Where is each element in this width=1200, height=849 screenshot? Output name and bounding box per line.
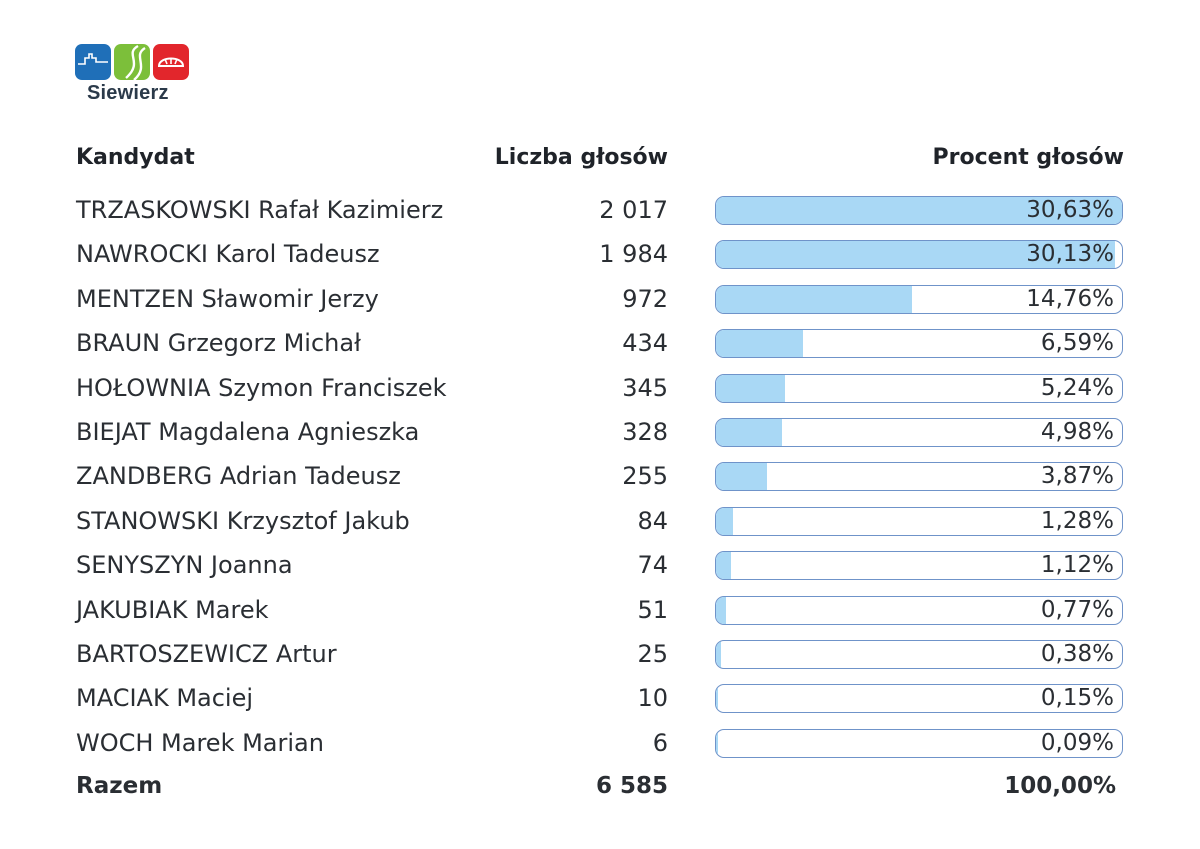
vote-count: 6 bbox=[652, 728, 668, 757]
percent-bar: 4,98% bbox=[715, 418, 1123, 447]
percent-bar: 5,24% bbox=[715, 373, 1123, 403]
percent-label: 4,98% bbox=[1040, 419, 1114, 445]
percent-label: 5,24% bbox=[1040, 374, 1114, 401]
table-row: NAWROCKI Karol Tadeusz 1 984 30,13% bbox=[0, 238, 1200, 282]
vote-count: 84 bbox=[637, 506, 668, 535]
table-row: BRAUN Grzegorz Michał 434 6,59% bbox=[0, 327, 1200, 371]
river-tile-icon bbox=[114, 44, 150, 80]
total-percent: 100,00% bbox=[1004, 773, 1116, 800]
percent-label: 0,38% bbox=[1040, 641, 1114, 667]
percent-bar-fill bbox=[716, 552, 731, 580]
candidate-name: WOCH Marek Marian bbox=[76, 728, 324, 757]
percent-label: 0,77% bbox=[1040, 596, 1114, 623]
percent-bar-fill bbox=[716, 641, 722, 668]
table-row: TRZASKOWSKI Rafał Kazimierz 2 017 30,63% bbox=[0, 194, 1200, 238]
percent-bar: 1,12% bbox=[715, 551, 1123, 581]
percent-label: 30,13% bbox=[1026, 241, 1114, 268]
percent-bar-fill bbox=[716, 463, 768, 491]
percent-label: 1,12% bbox=[1040, 552, 1114, 579]
table-row: BARTOSZEWICZ Artur 25 0,38% bbox=[0, 638, 1200, 682]
header-candidate: Kandydat bbox=[76, 145, 195, 170]
header-votes: Liczba głosów bbox=[494, 145, 668, 170]
percent-label: 0,15% bbox=[1040, 685, 1114, 712]
table-row: ZANDBERG Adrian Tadeusz 255 3,87% bbox=[0, 460, 1200, 504]
candidate-name: BIEJAT Magdalena Agnieszka bbox=[76, 418, 420, 446]
table-row: SENYSZYN Joanna 74 1,12% bbox=[0, 549, 1200, 593]
percent-bar-fill bbox=[716, 241, 1116, 269]
table-row: STANOWSKI Krzysztof Jakub 84 1,28% bbox=[0, 505, 1200, 549]
candidate-name: TRZASKOWSKI Rafał Kazimierz bbox=[76, 196, 444, 224]
candidate-name: MENTZEN Sławomir Jerzy bbox=[76, 284, 379, 313]
vote-count: 1 984 bbox=[599, 240, 668, 269]
percent-bar: 1,28% bbox=[715, 506, 1123, 536]
candidate-name: NAWROCKI Karol Tadeusz bbox=[76, 240, 380, 269]
vote-count: 51 bbox=[637, 595, 668, 624]
candidate-name: JAKUBIAK Marek bbox=[76, 595, 269, 624]
table-row: BIEJAT Magdalena Agnieszka 328 4,98% bbox=[0, 416, 1200, 460]
percent-bar-fill bbox=[716, 197, 1122, 224]
candidate-name: ZANDBERG Adrian Tadeusz bbox=[76, 462, 401, 491]
percent-bar-fill bbox=[716, 285, 912, 313]
percent-bar-fill bbox=[716, 419, 782, 446]
percent-bar-fill bbox=[716, 685, 718, 713]
percent-label: 30,63% bbox=[1026, 197, 1114, 223]
total-label: Razem bbox=[76, 773, 163, 800]
percent-bar: 0,15% bbox=[715, 684, 1123, 714]
total-row: Razem 6 585 100,00% bbox=[0, 771, 1200, 815]
vote-count: 2 017 bbox=[599, 196, 668, 224]
candidate-name: HOŁOWNIA Szymon Franciszek bbox=[76, 373, 447, 402]
vote-count: 328 bbox=[622, 418, 668, 446]
percent-label: 6,59% bbox=[1040, 330, 1114, 357]
percent-bar: 6,59% bbox=[715, 329, 1123, 359]
percent-bar-fill bbox=[716, 330, 804, 358]
percent-bar-fill bbox=[716, 596, 727, 624]
percent-bar: 14,76% bbox=[715, 284, 1123, 314]
candidate-name: STANOWSKI Krzysztof Jakub bbox=[76, 506, 410, 535]
candidate-name: BARTOSZEWICZ Artur bbox=[76, 640, 337, 668]
percent-bar: 0,38% bbox=[715, 640, 1123, 669]
percent-bar: 3,87% bbox=[715, 462, 1123, 492]
total-votes: 6 585 bbox=[595, 773, 668, 800]
percent-label: 0,09% bbox=[1040, 729, 1114, 756]
candidate-name: MACIAK Maciej bbox=[76, 684, 254, 713]
percent-label: 14,76% bbox=[1026, 285, 1114, 312]
vote-count: 255 bbox=[622, 462, 668, 491]
percent-bar-fill bbox=[716, 374, 786, 402]
candidate-name: BRAUN Grzegorz Michał bbox=[76, 329, 361, 358]
brand-name: Siewierz bbox=[87, 82, 169, 104]
table-row: WOCH Marek Marian 6 0,09% bbox=[0, 727, 1200, 771]
table-row: JAKUBIAK Marek 51 0,77% bbox=[0, 594, 1200, 638]
percent-bar: 0,09% bbox=[715, 728, 1123, 758]
vote-count: 74 bbox=[637, 551, 668, 580]
table-row: MENTZEN Sławomir Jerzy 972 14,76% bbox=[0, 283, 1200, 327]
percent-bar: 0,77% bbox=[715, 595, 1123, 625]
vote-count: 972 bbox=[622, 284, 668, 313]
percent-bar-fill bbox=[716, 729, 718, 757]
candidate-name: SENYSZYN Joanna bbox=[76, 551, 293, 580]
percent-label: 3,87% bbox=[1040, 463, 1114, 490]
table-row: MACIAK Maciej 10 0,15% bbox=[0, 682, 1200, 726]
siewierz-logo: Siewierz bbox=[75, 44, 190, 106]
percent-bar: 30,13% bbox=[715, 240, 1123, 270]
percent-bar: 30,63% bbox=[715, 196, 1123, 225]
bread-tile-icon bbox=[153, 44, 189, 80]
percent-bar-fill bbox=[716, 507, 733, 535]
header-percent: Procent głosów bbox=[932, 145, 1124, 170]
castle-tile-icon bbox=[75, 44, 111, 80]
table-row: HOŁOWNIA Szymon Franciszek 345 5,24% bbox=[0, 372, 1200, 416]
vote-count: 345 bbox=[622, 373, 668, 402]
vote-count: 25 bbox=[637, 640, 668, 668]
vote-count: 434 bbox=[622, 329, 668, 358]
vote-count: 10 bbox=[637, 684, 668, 713]
percent-label: 1,28% bbox=[1040, 507, 1114, 534]
